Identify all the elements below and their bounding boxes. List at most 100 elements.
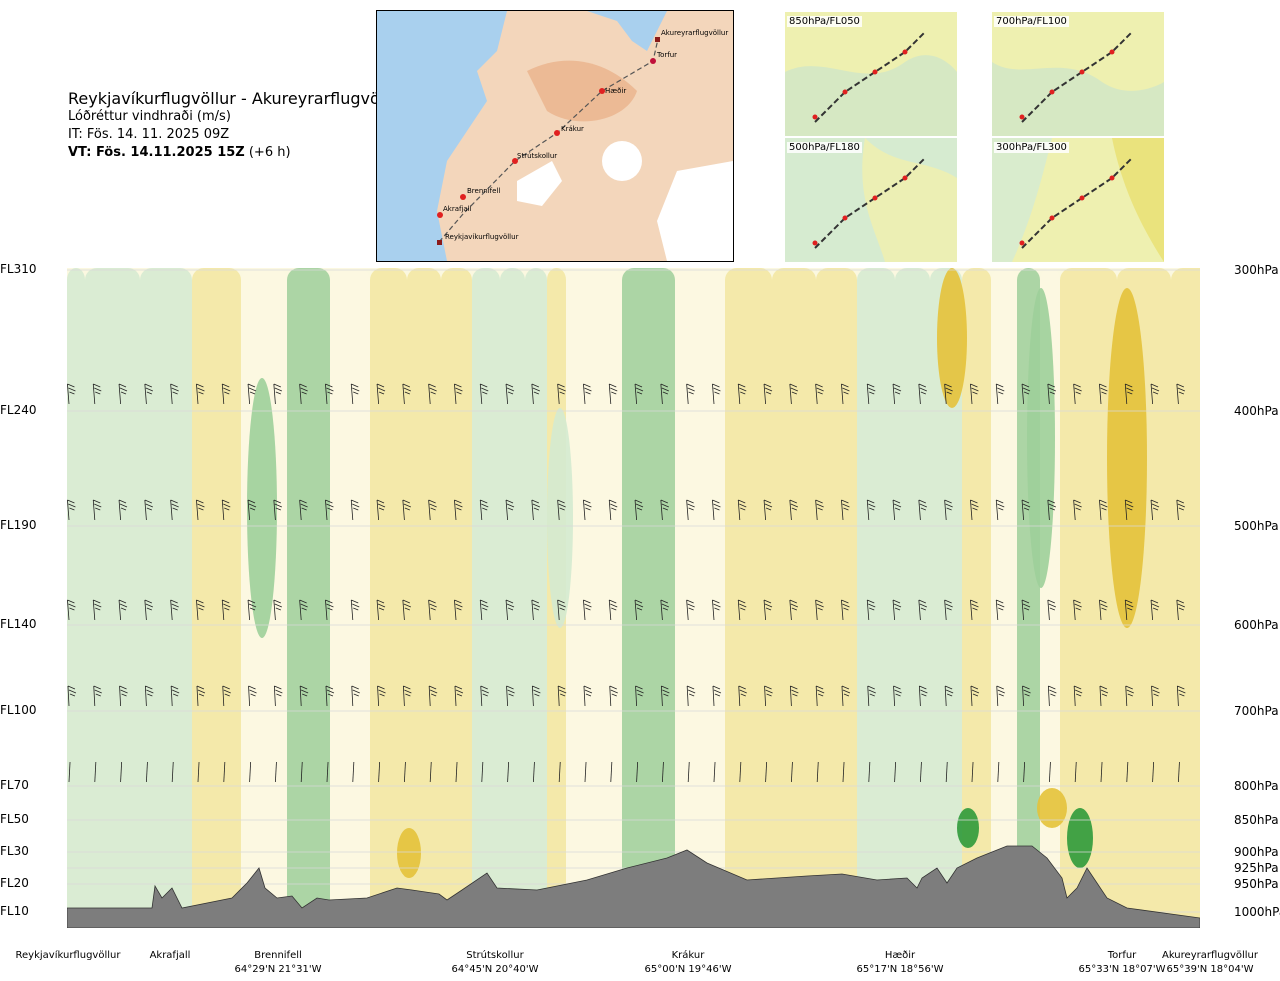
wind-barb <box>1099 499 1108 521</box>
waypoint-name-2: Brennifell <box>254 950 302 961</box>
wind-barb <box>737 499 747 521</box>
map-label-2: Hæðir <box>605 87 626 95</box>
wind-barb <box>326 761 329 783</box>
wind-barb <box>1049 761 1051 783</box>
field-band <box>930 268 962 928</box>
wind-barb <box>170 685 180 707</box>
wind-barb <box>454 383 463 405</box>
wind-barb <box>635 685 644 707</box>
marker-akrafjall <box>437 212 443 218</box>
waypoint-coord-2: 64°29'N 21°31'W <box>234 964 322 975</box>
wind-barb <box>402 383 412 405</box>
wind-barb <box>196 599 205 621</box>
wind-barb <box>376 599 386 621</box>
wind-barb <box>713 761 716 783</box>
wind-barb <box>1074 761 1077 783</box>
wind-barb <box>608 383 618 405</box>
wind-barb <box>170 383 179 405</box>
route-title: Reykjavíkurflugvöllur - Akureyrarflugvöl… <box>68 89 406 108</box>
wind-barb <box>402 499 412 521</box>
wind-barb <box>995 499 1005 521</box>
wind-barb <box>583 383 592 405</box>
wind-barb <box>325 685 335 707</box>
hpa-label-8: 925hPa <box>1234 861 1279 875</box>
field-band <box>67 268 85 928</box>
field-cell <box>1037 788 1067 828</box>
wind-barb <box>583 599 592 621</box>
marker-krakur <box>554 130 560 136</box>
wind-barb <box>583 499 592 521</box>
wind-barb <box>995 383 1005 405</box>
wind-barb <box>119 685 128 707</box>
wind-barb <box>608 499 618 521</box>
wind-barb <box>94 761 97 783</box>
wind-barb <box>1126 761 1129 783</box>
wind-barb <box>1124 383 1134 405</box>
hpa-label-4: 700hPa <box>1234 704 1279 718</box>
wind-barb <box>1124 599 1134 621</box>
field-band <box>566 268 622 928</box>
wind-barb <box>118 383 128 405</box>
wind-barb <box>737 599 747 621</box>
wind-barb <box>1099 599 1108 621</box>
field-band <box>192 268 241 928</box>
wind-barb <box>1178 761 1180 783</box>
waypoint-coord-6: 65°33'N 18°07'W <box>1078 964 1166 975</box>
wind-barb <box>454 685 464 707</box>
field-cell <box>1027 288 1055 588</box>
wind-barb <box>634 383 644 405</box>
wind-barb <box>636 761 639 783</box>
wind-barb <box>584 761 587 783</box>
waypoint-name-3: Strútskollur <box>466 950 524 961</box>
wind-barb <box>866 383 876 405</box>
wind-barb <box>350 599 360 621</box>
wind-barb <box>275 761 277 783</box>
wind-barb <box>557 499 566 521</box>
wind-barb <box>479 499 489 521</box>
wind-barb <box>223 761 226 783</box>
wind-barb <box>505 499 515 521</box>
wind-barb <box>170 599 179 621</box>
wind-barb <box>1099 383 1108 405</box>
field-band <box>85 268 140 928</box>
wind-barb <box>1176 685 1186 707</box>
fl-label-2: FL190 <box>0 518 37 532</box>
wind-barb <box>815 599 824 621</box>
wind-barb <box>247 383 257 405</box>
wind-barb <box>918 685 928 707</box>
wind-barb <box>868 761 871 783</box>
fl-label-0: FL310 <box>0 262 37 276</box>
wind-barb <box>557 599 566 621</box>
waypoint-coord-7: 65°39'N 18°04'W <box>1166 964 1254 975</box>
wind-barb <box>918 499 928 521</box>
wind-barb <box>789 599 799 621</box>
wind-barb <box>789 499 799 521</box>
wind-barb <box>841 599 850 621</box>
fl-label-3: FL140 <box>0 617 37 631</box>
wind-barb <box>92 599 102 621</box>
wind-barb <box>1022 685 1031 707</box>
wind-barb <box>67 599 76 621</box>
wind-barb <box>557 685 567 707</box>
waypoint-name-0: Reykjavíkurflugvöllur <box>15 950 121 961</box>
issue-time: IT: Fös. 14. 11. 2025 09Z <box>68 127 230 142</box>
waypoint-name-7: Akureyrarflugvöllur <box>1161 950 1258 961</box>
wind-barb <box>505 383 515 405</box>
map-label-7: Reykjavíkurflugvöllur <box>445 233 519 241</box>
wind-barb <box>429 761 432 783</box>
wind-barb <box>376 383 386 405</box>
mini-map-300: 300hPa/FL300 <box>992 138 1164 262</box>
wind-barb <box>196 499 205 521</box>
wind-barb <box>428 383 437 405</box>
wind-barbs <box>67 383 1186 783</box>
wind-barb <box>660 499 670 521</box>
wind-barb <box>918 383 928 405</box>
wind-barb <box>299 599 308 621</box>
waypoint-name-5: Hæðir <box>884 950 916 961</box>
wind-barb <box>763 599 773 621</box>
wind-barb <box>1023 761 1026 783</box>
wind-barb <box>996 685 1005 707</box>
wind-barb <box>634 499 644 521</box>
hpa-label-7: 900hPa <box>1234 845 1279 859</box>
wind-barb <box>325 499 334 521</box>
